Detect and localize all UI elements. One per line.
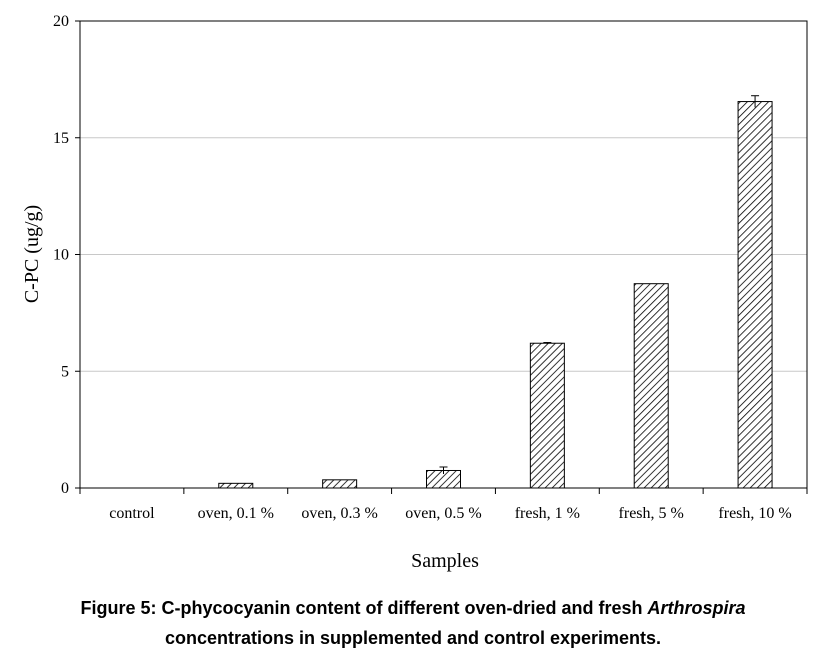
y-tick-label: 10 xyxy=(53,247,69,264)
x-tick-label: control xyxy=(109,505,155,522)
x-tick-labels: control oven, 0.1 % oven, 0.3 % oven, 0.5 %… xyxy=(79,488,808,522)
figure-caption-line2: concentrations in supplemented and contr… xyxy=(164,628,662,648)
y-axis-title: C-PC (ug/g) xyxy=(21,205,43,303)
bar xyxy=(322,479,358,489)
bars xyxy=(218,95,773,489)
y-tick-label: 20 xyxy=(53,13,69,30)
bar xyxy=(529,342,565,489)
gridlines xyxy=(80,137,807,372)
x-tick-label: fresh, 1 % xyxy=(515,505,580,522)
bar xyxy=(633,283,669,489)
caption-text: Figure 5: C-phycocyanin content of diffe… xyxy=(80,598,648,618)
x-tick-label: oven, 0.5 % xyxy=(405,505,481,522)
bar xyxy=(737,101,773,489)
y-tick-labels: 0 5 10 15 20 xyxy=(53,13,80,497)
figure-caption-line1: Figure 5: C-phycocyanin content of diffe… xyxy=(0,593,826,623)
bar xyxy=(218,482,254,489)
x-tick-label: fresh, 10 % xyxy=(718,505,791,522)
y-tick-label: 0 xyxy=(61,480,69,497)
x-tick-label: oven, 0.3 % xyxy=(301,505,377,522)
caption-species: Arthrospira xyxy=(647,598,746,618)
bar-chart: 0 5 10 15 20 control oven, 0.1 % oven, 0.3 % ov… xyxy=(21,13,808,572)
y-tick-label: 15 xyxy=(53,130,69,147)
x-tick-label: oven, 0.1 % xyxy=(198,505,274,522)
y-tick-label: 5 xyxy=(61,363,69,380)
x-axis-title: Samples xyxy=(411,550,479,572)
x-tick-label: fresh, 5 % xyxy=(619,505,684,522)
